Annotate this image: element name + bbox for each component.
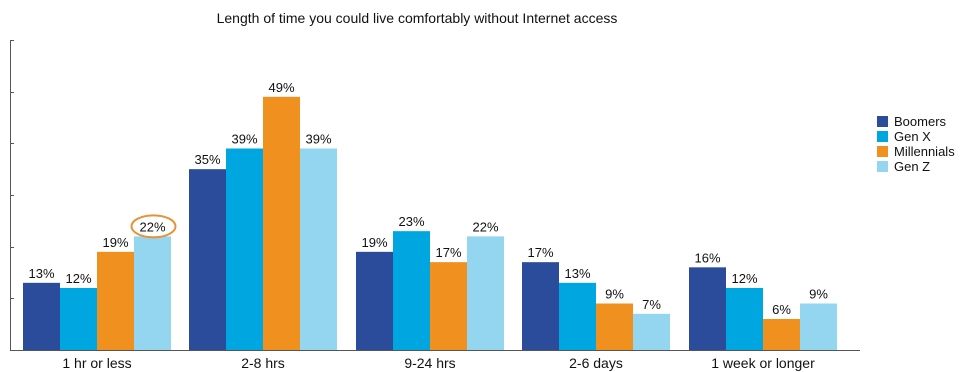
bar-gen-z-1-week-or-longer <box>800 303 837 350</box>
legend: Boomers Gen X Millennials Gen Z <box>877 114 955 174</box>
data-label-gen-x-1-hr-or-less: 12% <box>65 271 91 286</box>
data-label-gen-x-2-6-days: 13% <box>564 266 590 281</box>
data-label-gen-z-2-6-days: 7% <box>642 297 661 312</box>
x-tick-label-1-week-or-longer: 1 week or longer <box>711 355 815 371</box>
bar-boomers-2-8-hrs <box>189 169 226 350</box>
bar-millennials-2-6-days <box>596 303 633 350</box>
bar-gen-z-1-hr-or-less <box>134 236 171 350</box>
bar-millennials-2-8-hrs <box>263 96 300 350</box>
highlight-circle <box>130 214 177 239</box>
legend-label-millennials: Millennials <box>894 144 955 159</box>
data-label-boomers-1-hr-or-less: 13% <box>28 266 54 281</box>
bar-millennials-1-hr-or-less <box>97 251 134 350</box>
bar-gen-x-1-hr-or-less <box>60 288 97 350</box>
x-tick-label-2-6-days: 2-6 days <box>569 355 623 371</box>
bar-gen-z-2-8-hrs <box>300 148 337 350</box>
bar-gen-x-9-24-hrs <box>393 231 430 350</box>
data-label-boomers-2-6-days: 17% <box>527 245 553 260</box>
x-tick-label-9-24-hrs: 9-24 hrs <box>404 355 455 371</box>
legend-item-gen-z: Gen Z <box>877 159 955 174</box>
bar-boomers-9-24-hrs <box>356 251 393 350</box>
bar-gen-x-2-6-days <box>559 282 596 350</box>
bar-gen-z-9-24-hrs <box>467 236 504 350</box>
data-label-millennials-2-8-hrs: 49% <box>268 80 294 95</box>
bar-gen-x-2-8-hrs <box>226 148 263 350</box>
legend-item-millennials: Millennials <box>877 144 955 159</box>
legend-label-gen-x: Gen X <box>894 129 931 144</box>
chart-title: Length of time you could live comfortabl… <box>217 10 618 26</box>
bar-millennials-1-week-or-longer <box>763 319 800 350</box>
legend-swatch-gen-z <box>877 161 888 172</box>
data-label-gen-z-1-hr-or-less: 22% <box>139 219 165 234</box>
data-label-gen-z-2-8-hrs: 39% <box>305 132 331 147</box>
data-label-gen-x-1-week-or-longer: 12% <box>731 271 757 286</box>
data-label-gen-z-1-week-or-longer: 9% <box>809 287 828 302</box>
data-label-millennials-9-24-hrs: 17% <box>435 245 461 260</box>
bar-boomers-1-week-or-longer <box>689 267 726 350</box>
legend-swatch-millennials <box>877 146 888 157</box>
legend-item-boomers: Boomers <box>877 114 955 129</box>
data-label-gen-x-2-8-hrs: 39% <box>231 132 257 147</box>
data-label-gen-x-9-24-hrs: 23% <box>398 214 424 229</box>
bar-millennials-9-24-hrs <box>430 262 467 350</box>
data-label-millennials-1-week-or-longer: 6% <box>772 302 791 317</box>
x-tick-label-2-8-hrs: 2-8 hrs <box>241 355 285 371</box>
data-label-millennials-1-hr-or-less: 19% <box>102 235 128 250</box>
legend-swatch-boomers <box>877 116 888 127</box>
legend-item-gen-x: Gen X <box>877 129 955 144</box>
bar-gen-x-1-week-or-longer <box>726 288 763 350</box>
bar-boomers-1-hr-or-less <box>23 282 60 350</box>
bar-boomers-2-6-days <box>522 262 559 350</box>
x-tick-label-1-hr-or-less: 1 hr or less <box>62 355 131 371</box>
bar-gen-z-2-6-days <box>633 313 670 350</box>
legend-swatch-gen-x <box>877 131 888 142</box>
data-label-gen-z-9-24-hrs: 22% <box>472 219 498 234</box>
legend-label-gen-z: Gen Z <box>894 159 931 174</box>
data-label-boomers-1-week-or-longer: 16% <box>694 250 720 265</box>
data-label-boomers-9-24-hrs: 19% <box>361 235 387 250</box>
legend-label-boomers: Boomers <box>894 114 947 129</box>
data-label-boomers-2-8-hrs: 35% <box>194 152 220 167</box>
data-label-millennials-2-6-days: 9% <box>605 287 624 302</box>
